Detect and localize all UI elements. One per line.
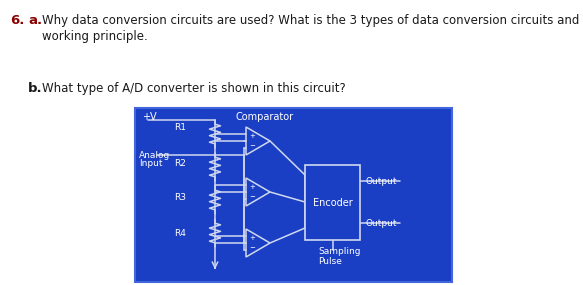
Text: 6.: 6.: [10, 14, 24, 27]
Text: Input: Input: [139, 158, 163, 168]
Text: Pulse: Pulse: [318, 256, 342, 266]
Text: Output: Output: [365, 176, 396, 186]
Text: Output: Output: [365, 219, 396, 227]
Text: R1: R1: [174, 123, 186, 133]
Text: −: −: [249, 194, 255, 200]
Text: +: +: [249, 235, 255, 241]
Text: R4: R4: [174, 229, 186, 237]
Bar: [305, 165, 360, 240]
Text: −: −: [249, 245, 255, 251]
Text: +V: +V: [142, 112, 157, 122]
Text: What type of A/D converter is shown in this circuit?: What type of A/D converter is shown in t…: [42, 82, 346, 95]
Text: Encoder: Encoder: [312, 198, 352, 207]
Text: b.: b.: [28, 82, 43, 95]
Text: Analog: Analog: [139, 150, 170, 160]
Text: a.: a.: [28, 14, 42, 27]
Text: −: −: [249, 143, 255, 149]
Text: +: +: [249, 184, 255, 190]
Text: Why data conversion circuits are used? What is the 3 types of data conversion ci: Why data conversion circuits are used? W…: [42, 14, 583, 27]
Bar: [135, 108, 452, 282]
Text: Comparator: Comparator: [235, 112, 293, 122]
Text: R2: R2: [174, 158, 186, 168]
Text: working principle.: working principle.: [42, 30, 147, 43]
Text: Sampling: Sampling: [318, 247, 360, 256]
Text: R3: R3: [174, 194, 186, 203]
Text: +: +: [249, 133, 255, 139]
